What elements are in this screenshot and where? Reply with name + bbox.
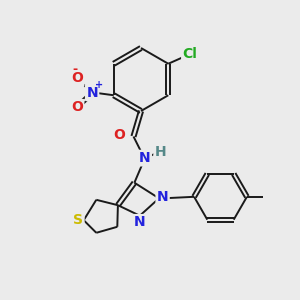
Text: O: O bbox=[113, 128, 125, 142]
Text: Cl: Cl bbox=[182, 47, 197, 61]
Text: -: - bbox=[72, 63, 77, 76]
Text: N: N bbox=[139, 151, 151, 165]
Text: +: + bbox=[95, 80, 103, 90]
Text: N: N bbox=[134, 215, 146, 229]
Text: N: N bbox=[157, 190, 168, 204]
Text: O: O bbox=[71, 71, 83, 85]
Text: N: N bbox=[86, 86, 98, 100]
Text: O: O bbox=[71, 100, 83, 114]
Text: S: S bbox=[73, 213, 83, 227]
Text: H: H bbox=[155, 145, 166, 158]
